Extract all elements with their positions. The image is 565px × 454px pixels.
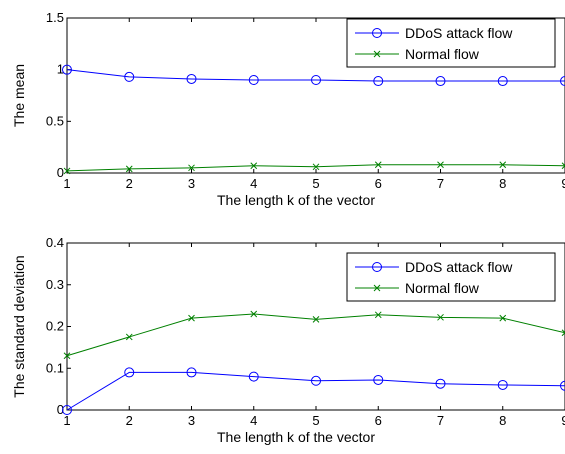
data-point <box>311 375 321 386</box>
x-tick-label: 6 <box>375 413 382 428</box>
x-tick-label: 7 <box>437 413 444 428</box>
y-axis-label: The mean <box>11 64 27 127</box>
legend-label: Normal flow <box>405 46 480 62</box>
legend-marker <box>373 50 381 58</box>
data-point <box>437 161 444 169</box>
data-point <box>560 380 565 391</box>
x-tick-label: 2 <box>126 176 133 191</box>
data-point <box>62 64 72 75</box>
x-tick-label: 4 <box>250 176 257 191</box>
y-tick-label: 1 <box>57 62 64 77</box>
data-point <box>188 164 195 172</box>
legend-marker <box>372 28 382 38</box>
legend-box <box>346 252 556 302</box>
data-point <box>561 162 565 170</box>
y-tick-label: 0 <box>57 165 64 180</box>
x-axis-label: The length k of the vector <box>217 192 375 208</box>
data-point <box>124 71 135 82</box>
chart-standard-deviation: The standard deviation The length k of t… <box>11 235 565 445</box>
x-tick-label: 1 <box>63 413 70 428</box>
x-tick-label: 4 <box>250 413 257 428</box>
x-tick-label: 9 <box>561 176 565 191</box>
legend-marker <box>373 284 381 292</box>
x-tick-label: 7 <box>437 176 444 191</box>
data-point <box>497 379 508 390</box>
legend-label: DDoS attack flow <box>405 259 513 275</box>
data-point <box>188 314 195 322</box>
x-tick-label: 9 <box>561 413 565 428</box>
x-tick-label: 2 <box>126 413 133 428</box>
data-point <box>374 161 382 169</box>
data-point <box>312 316 320 323</box>
y-tick-label: 0.3 <box>46 277 64 292</box>
data-point <box>186 367 197 378</box>
data-point <box>125 165 133 173</box>
data-point <box>63 167 71 175</box>
data-point <box>250 162 258 170</box>
data-point <box>437 313 444 321</box>
data-point <box>373 76 384 87</box>
data-point <box>250 310 258 318</box>
x-tick-label: 5 <box>312 176 319 191</box>
x-tick-label: 5 <box>312 413 319 428</box>
data-point <box>248 75 259 85</box>
data-point <box>124 367 135 378</box>
x-tick-label: 8 <box>499 176 506 191</box>
data-point <box>499 161 507 169</box>
legend: DDoS attack flow Normal flow <box>346 252 556 302</box>
y-tick-label: 0.5 <box>46 113 64 128</box>
data-point <box>560 76 565 87</box>
legend-box <box>346 18 556 68</box>
y-tick-label: 0.2 <box>46 319 64 334</box>
data-point <box>186 73 197 84</box>
x-tick-label: 1 <box>63 176 70 191</box>
data-point <box>311 75 321 85</box>
x-axis-label: The length k of the vector <box>217 429 375 445</box>
data-point <box>125 333 133 341</box>
series-line <box>66 371 565 411</box>
x-tick-label: 6 <box>375 176 382 191</box>
legend-marker <box>372 262 382 272</box>
data-point <box>374 311 382 319</box>
data-point <box>435 76 446 87</box>
chart-mean: The mean The length k of the vector 1 2 3 4… <box>11 10 565 208</box>
legend-label: DDoS attack flow <box>405 25 513 41</box>
data-point <box>561 329 565 337</box>
y-tick-label: 1.5 <box>46 10 64 25</box>
data-point <box>63 352 71 360</box>
legend-label: Normal flow <box>405 280 480 296</box>
data-point <box>312 163 320 171</box>
x-tick-label: 8 <box>499 413 506 428</box>
y-tick-label: 0.1 <box>46 360 64 375</box>
x-tick-label: 3 <box>188 413 195 428</box>
data-point <box>435 378 446 389</box>
data-point <box>373 374 384 385</box>
series-line <box>66 69 565 82</box>
y-tick-label: 0 <box>57 402 64 417</box>
data-point <box>62 405 72 415</box>
y-tick-label: 0.4 <box>46 235 64 250</box>
x-tick-label: 3 <box>188 176 195 191</box>
data-point <box>497 76 508 87</box>
y-axis-label: The standard deviation <box>11 255 27 397</box>
legend: DDoS attack flow Normal flow <box>346 18 556 68</box>
data-point <box>248 371 259 382</box>
data-point <box>499 314 507 322</box>
